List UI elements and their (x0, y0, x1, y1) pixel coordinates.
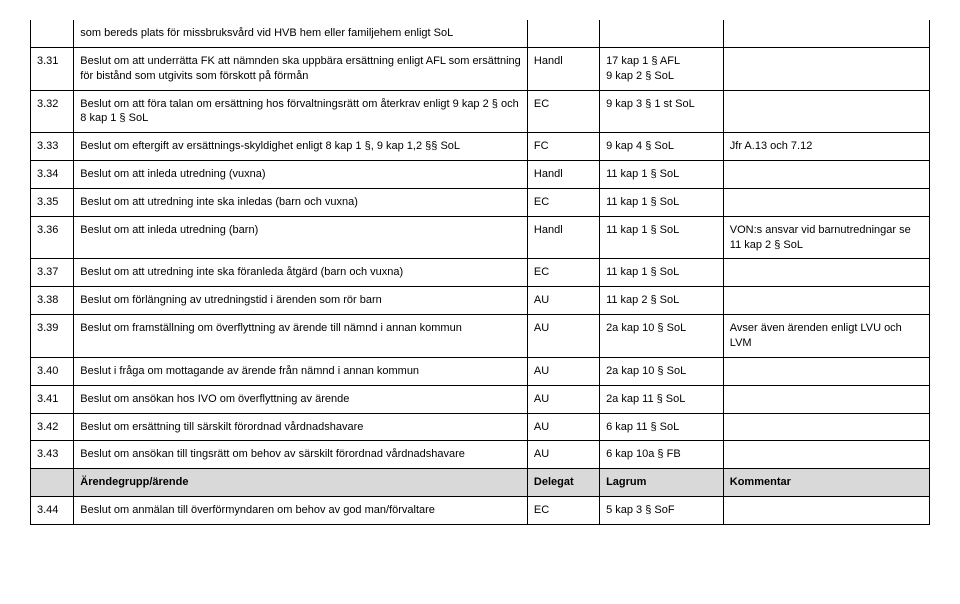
table-row: 3.40Beslut i fråga om mottagande av ären… (31, 357, 930, 385)
cell-delegat: Handl (527, 47, 599, 90)
cell-desc: Beslut om att utredning inte ska föranle… (74, 259, 528, 287)
cell-kommentar (723, 497, 929, 525)
cell-kommentar (723, 161, 929, 189)
table-row: 3.37Beslut om att utredning inte ska för… (31, 259, 930, 287)
cell-lagrum: 5 kap 3 § SoF (600, 497, 724, 525)
table-row: 3.34Beslut om att inleda utredning (vuxn… (31, 161, 930, 189)
delegation-table: som bereds plats för missbruksvård vid H… (30, 20, 930, 525)
cell-num: 3.35 (31, 188, 74, 216)
table-row: 3.41Beslut om ansökan hos IVO om överfly… (31, 385, 930, 413)
cell-num: 3.31 (31, 47, 74, 90)
cell-num: 3.41 (31, 385, 74, 413)
table-row: 3.33Beslut om eftergift av ersättnings-s… (31, 133, 930, 161)
cell-lagrum: 6 kap 10a § FB (600, 441, 724, 469)
cell-num: 3.34 (31, 161, 74, 189)
cell-lagrum: 2a kap 10 § SoL (600, 315, 724, 358)
cell-delegat: EC (527, 90, 599, 133)
cell-desc: Beslut om att utredning inte ska inledas… (74, 188, 528, 216)
cell-desc: Beslut om att inleda utredning (barn) (74, 216, 528, 259)
cell-lagrum: 17 kap 1 § AFL9 kap 2 § SoL (600, 47, 724, 90)
table-row: 3.38Beslut om förlängning av utredningst… (31, 287, 930, 315)
cell-desc: Beslut om framställning om överflyttning… (74, 315, 528, 358)
cell-kommentar (723, 441, 929, 469)
cell-desc: Beslut om ersättning till särskilt föror… (74, 413, 528, 441)
cell-delegat: AU (527, 441, 599, 469)
cell-desc: Beslut i fråga om mottagande av ärende f… (74, 357, 528, 385)
cell-lagrum: 9 kap 3 § 1 st SoL (600, 90, 724, 133)
cell-lagrum: 11 kap 1 § SoL (600, 188, 724, 216)
cell-delegat: AU (527, 357, 599, 385)
cell-desc: Beslut om anmälan till överförmyndaren o… (74, 497, 528, 525)
cell-kommentar (723, 47, 929, 90)
table-row: 3.43Beslut om ansökan till tingsrätt om … (31, 441, 930, 469)
cell-lagrum: 6 kap 11 § SoL (600, 413, 724, 441)
cell-num (31, 20, 74, 47)
cell-num: 3.39 (31, 315, 74, 358)
header-row: Ärendegrupp/ärendeDelegatLagrumKommentar (31, 469, 930, 497)
cell-kommentar: Jfr A.13 och 7.12 (723, 133, 929, 161)
cell-desc: Beslut om att föra talan om ersättning h… (74, 90, 528, 133)
cell-delegat: Handl (527, 161, 599, 189)
header-cell-num (31, 469, 74, 497)
cell-num: 3.42 (31, 413, 74, 441)
cell-delegat: EC (527, 497, 599, 525)
header-cell-lagrum: Lagrum (600, 469, 724, 497)
cell-lagrum: 2a kap 11 § SoL (600, 385, 724, 413)
table-row: 3.42Beslut om ersättning till särskilt f… (31, 413, 930, 441)
cell-num: 3.44 (31, 497, 74, 525)
cell-kommentar (723, 259, 929, 287)
cell-num: 3.32 (31, 90, 74, 133)
cell-desc: Beslut om ansökan hos IVO om överflyttni… (74, 385, 528, 413)
cell-delegat: FC (527, 133, 599, 161)
cell-delegat: Handl (527, 216, 599, 259)
cell-kommentar: VON:s ansvar vid barnutredningar se 11 k… (723, 216, 929, 259)
cell-lagrum (600, 20, 724, 47)
cell-lagrum: 11 kap 2 § SoL (600, 287, 724, 315)
table-row: 3.31Beslut om att underrätta FK att nämn… (31, 47, 930, 90)
cell-lagrum: 9 kap 4 § SoL (600, 133, 724, 161)
table-row: 3.36Beslut om att inleda utredning (barn… (31, 216, 930, 259)
cell-desc: Beslut om att underrätta FK att nämnden … (74, 47, 528, 90)
cell-num: 3.37 (31, 259, 74, 287)
cell-num: 3.36 (31, 216, 74, 259)
cell-delegat: AU (527, 287, 599, 315)
cell-delegat: AU (527, 385, 599, 413)
cell-num: 3.40 (31, 357, 74, 385)
table-row: 3.35Beslut om att utredning inte ska inl… (31, 188, 930, 216)
header-cell-kommentar: Kommentar (723, 469, 929, 497)
cell-desc: Beslut om förlängning av utredningstid i… (74, 287, 528, 315)
header-cell-desc: Ärendegrupp/ärende (74, 469, 528, 497)
cell-kommentar (723, 357, 929, 385)
cell-kommentar (723, 287, 929, 315)
table-row: 3.32Beslut om att föra talan om ersättni… (31, 90, 930, 133)
cell-delegat: EC (527, 188, 599, 216)
cell-desc: Beslut om ansökan till tingsrätt om beho… (74, 441, 528, 469)
cell-kommentar: Avser även ärenden enligt LVU och LVM (723, 315, 929, 358)
cell-lagrum: 11 kap 1 § SoL (600, 216, 724, 259)
cell-delegat: AU (527, 413, 599, 441)
cell-lagrum: 2a kap 10 § SoL (600, 357, 724, 385)
cell-kommentar (723, 385, 929, 413)
cell-lagrum: 11 kap 1 § SoL (600, 259, 724, 287)
cell-kommentar (723, 413, 929, 441)
cell-desc: Beslut om att inleda utredning (vuxna) (74, 161, 528, 189)
cell-num: 3.43 (31, 441, 74, 469)
table-row: som bereds plats för missbruksvård vid H… (31, 20, 930, 47)
cell-kommentar (723, 20, 929, 47)
cell-num: 3.33 (31, 133, 74, 161)
table-row: 3.39Beslut om framställning om överflytt… (31, 315, 930, 358)
cell-desc: Beslut om eftergift av ersättnings-skyld… (74, 133, 528, 161)
cell-num: 3.38 (31, 287, 74, 315)
cell-desc: som bereds plats för missbruksvård vid H… (74, 20, 528, 47)
cell-lagrum: 11 kap 1 § SoL (600, 161, 724, 189)
cell-delegat: AU (527, 315, 599, 358)
cell-kommentar (723, 90, 929, 133)
cell-kommentar (723, 188, 929, 216)
header-cell-delegat: Delegat (527, 469, 599, 497)
cell-delegat (527, 20, 599, 47)
cell-delegat: EC (527, 259, 599, 287)
table-row: 3.44Beslut om anmälan till överförmyndar… (31, 497, 930, 525)
